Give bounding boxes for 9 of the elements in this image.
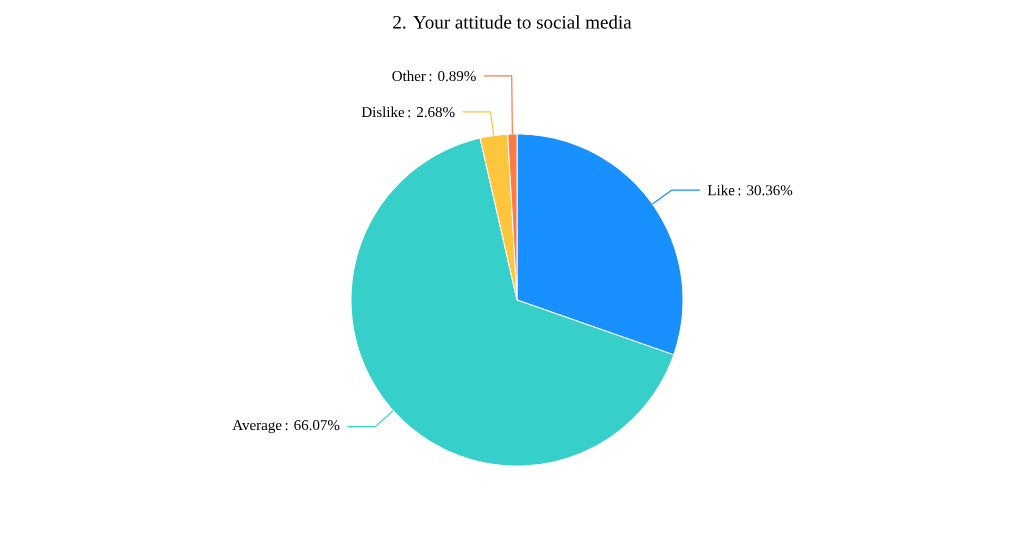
- slice-label: Like: [707, 184, 735, 196]
- data-label: : 30.36%: [738, 185, 793, 196]
- slice-label: Average: [232, 420, 282, 434]
- data-label: : 2.68%: [408, 106, 455, 118]
- data-label: : 66.07%: [285, 419, 340, 431]
- chart-title: 2. Your attitude to social media: [393, 15, 632, 29]
- data-label: : 0.89%: [429, 70, 476, 82]
- slice-label: Other: [392, 70, 426, 82]
- slice-label: Dislike: [361, 106, 405, 118]
